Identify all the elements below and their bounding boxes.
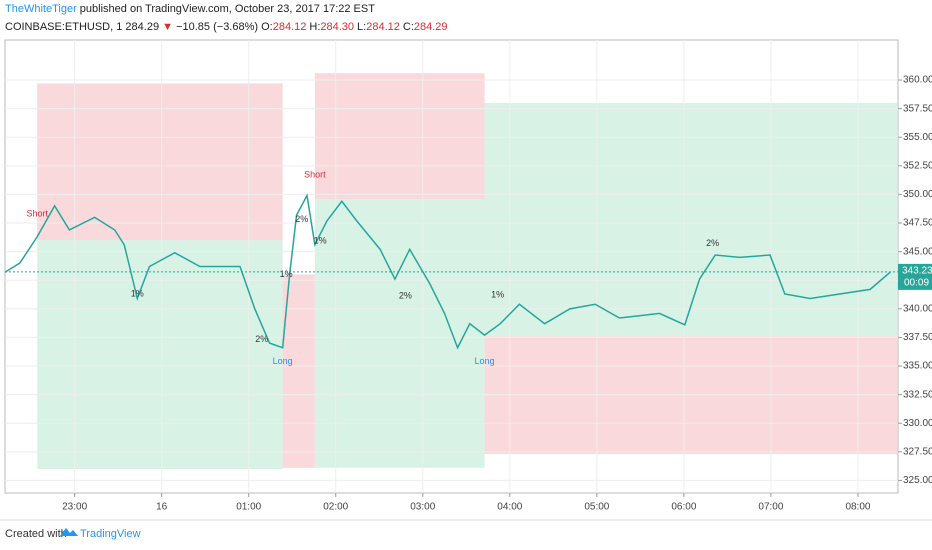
signal-band bbox=[484, 336, 898, 455]
annotation: Short bbox=[304, 169, 326, 179]
y-tick-label: 330.00 bbox=[903, 418, 932, 429]
y-tick-label: 355.00 bbox=[903, 132, 932, 143]
signal-band bbox=[37, 83, 283, 241]
annotation: Long bbox=[475, 356, 495, 366]
y-tick-label: 342.50 bbox=[903, 275, 932, 286]
annotation: 2% bbox=[706, 238, 719, 248]
x-tick-label: 23:00 bbox=[62, 502, 87, 513]
x-tick-label: 04:00 bbox=[497, 502, 522, 513]
y-tick-label: 352.50 bbox=[903, 160, 932, 171]
footer-created: Created with bbox=[5, 528, 67, 540]
ohlc-value: 284.29 bbox=[413, 21, 448, 33]
y-tick-label: 347.50 bbox=[903, 218, 932, 229]
y-tick-label: 357.50 bbox=[903, 103, 932, 114]
signal-band bbox=[37, 240, 283, 469]
x-tick-label: 08:00 bbox=[845, 502, 870, 513]
last-price-label: 343.23 bbox=[902, 266, 932, 277]
signal-band bbox=[282, 274, 315, 468]
price-line bbox=[4, 193, 891, 350]
footer-brand[interactable]: TradingView bbox=[80, 528, 141, 540]
ohlc-key: C: bbox=[402, 21, 414, 33]
y-tick-label: 335.00 bbox=[903, 361, 932, 372]
change: −10.85 (−3.68%) bbox=[176, 21, 259, 33]
ohlc-key: H: bbox=[309, 21, 321, 33]
author[interactable]: TheWhiteTiger bbox=[5, 3, 77, 15]
symbol: COINBASE:ETHUSD, 1 bbox=[5, 21, 123, 33]
annotation: 1% bbox=[491, 289, 504, 299]
annotation: 1% bbox=[131, 288, 144, 298]
published: published on TradingView.com, October 23… bbox=[79, 3, 375, 15]
x-tick-label: 16 bbox=[156, 502, 168, 513]
y-tick-label: 345.00 bbox=[903, 246, 932, 257]
y-tick-label: 360.00 bbox=[903, 75, 932, 86]
plot-frame bbox=[4, 39, 899, 494]
ohlc-key: L: bbox=[357, 21, 367, 33]
ohlc-value: 284.30 bbox=[320, 21, 355, 33]
y-tick-label: 332.50 bbox=[903, 389, 932, 400]
y-tick-label: 325.00 bbox=[903, 475, 932, 486]
logo bbox=[60, 528, 78, 536]
price: 284.29 bbox=[125, 21, 160, 33]
annotation: 2% bbox=[295, 214, 308, 224]
x-tick-label: 07:00 bbox=[758, 502, 783, 513]
annotation: 1% bbox=[314, 236, 327, 246]
x-tick-label: 01:00 bbox=[236, 502, 261, 513]
ohlc-value: 284.12 bbox=[272, 21, 307, 33]
ohlc: O:284.12 H:284.30 L:284.12 C:284.29 bbox=[261, 21, 450, 33]
symbol-line: COINBASE:ETHUSD, 1 284.29 ▼ −10.85 (−3.6… bbox=[5, 21, 451, 33]
y-tick-label: 350.00 bbox=[903, 189, 932, 200]
x-tick-label: 03:00 bbox=[410, 502, 435, 513]
header-line: TheWhiteTiger published on TradingView.c… bbox=[5, 3, 375, 15]
annotation: 1% bbox=[280, 269, 293, 279]
y-tick-label: 337.50 bbox=[903, 332, 932, 343]
signal-band bbox=[484, 102, 898, 337]
ohlc-key: O: bbox=[261, 21, 273, 33]
ohlc-value: 284.12 bbox=[366, 21, 400, 33]
last-price-box bbox=[898, 263, 932, 290]
annotation: 2% bbox=[399, 291, 412, 301]
annotation: 2% bbox=[255, 334, 268, 344]
countdown: 00:09 bbox=[904, 278, 929, 289]
arrow: ▼ bbox=[162, 21, 174, 33]
x-tick-label: 05:00 bbox=[584, 502, 609, 513]
signal-band bbox=[314, 199, 485, 468]
annotation: Short bbox=[26, 208, 48, 218]
y-tick-label: 327.50 bbox=[903, 446, 932, 457]
signal-band bbox=[314, 73, 485, 200]
annotation: Long bbox=[273, 356, 293, 366]
x-tick-label: 02:00 bbox=[323, 502, 348, 513]
x-tick-label: 06:00 bbox=[671, 502, 696, 513]
y-tick-label: 340.00 bbox=[903, 303, 932, 314]
